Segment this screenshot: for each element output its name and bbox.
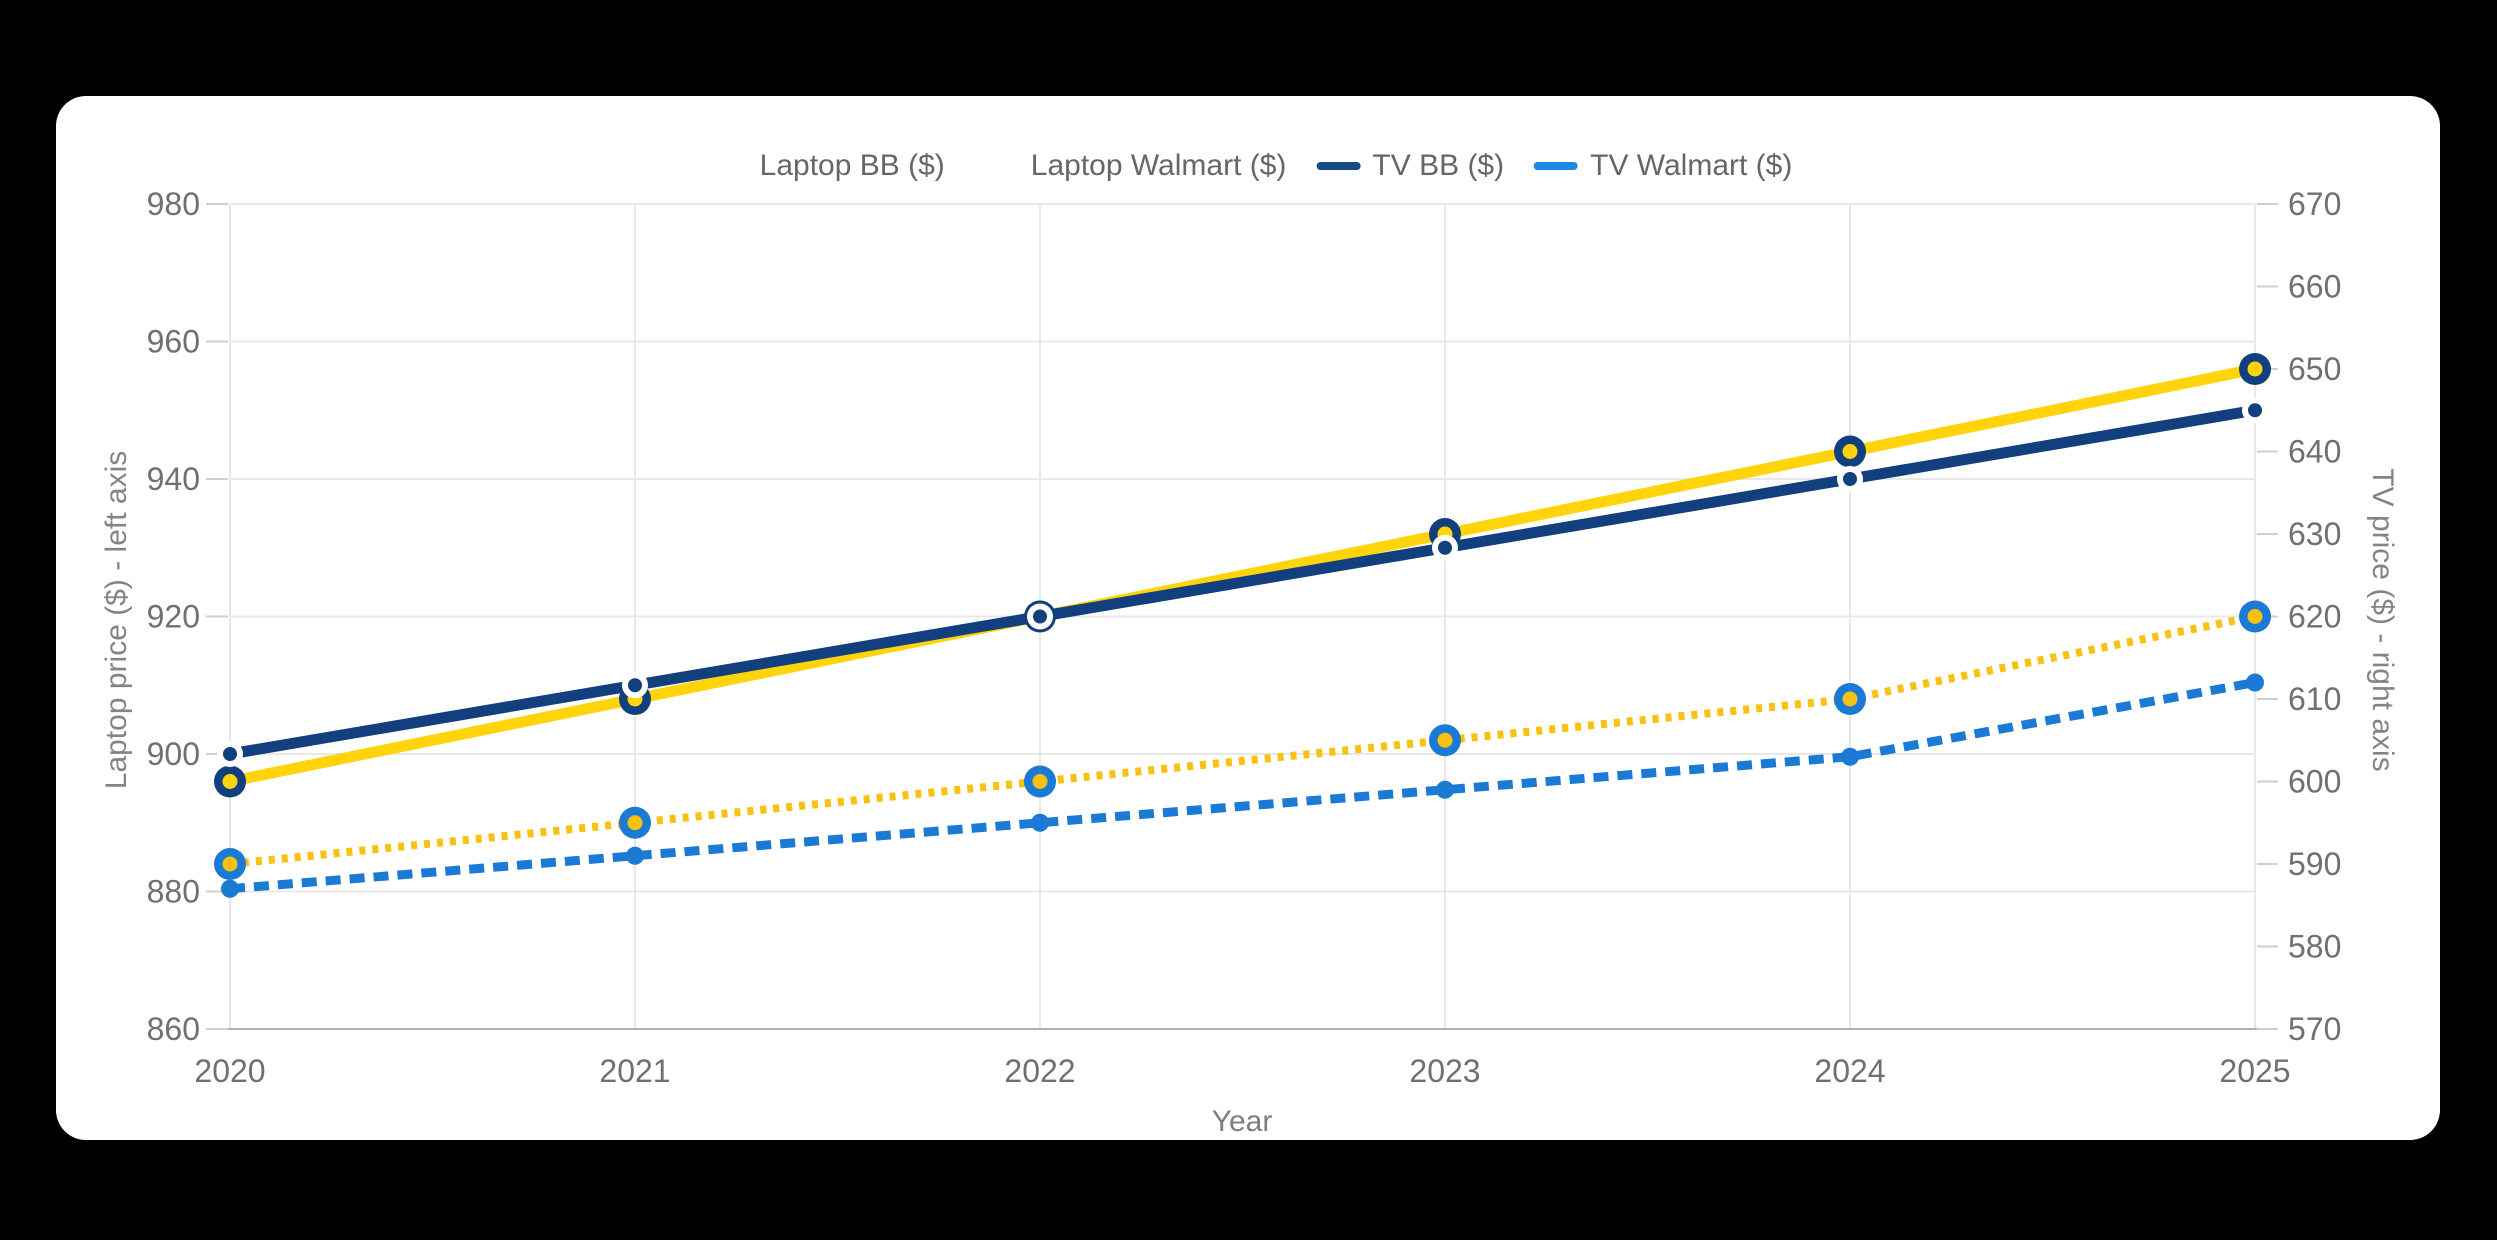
legend-item-1[interactable]: Laptop Walmart ($) — [975, 151, 1287, 181]
right-axis-tick-label: 570 — [2288, 1011, 2341, 1047]
legend-label: TV BB ($) — [1372, 149, 1505, 182]
x-axis-tick-label: 2023 — [1409, 1053, 1480, 1089]
legend-line-marker — [1534, 162, 1579, 170]
right-axis-tick-label: 670 — [2288, 186, 2341, 222]
data-point-marker — [1032, 774, 1048, 789]
right-axis-title: TV price ($) - right axis — [2366, 468, 2399, 772]
data-point-marker — [627, 815, 643, 831]
left-axis-tick-label: 900 — [147, 736, 200, 772]
right-axis-tick-label: 660 — [2288, 269, 2341, 305]
data-point-marker — [1842, 444, 1858, 459]
series-line-2 — [229, 612, 2256, 868]
right-axis-tick-label: 580 — [2288, 929, 2341, 965]
x-axis-tick-label: 2022 — [1004, 1053, 1075, 1089]
right-axis-tick-label: 610 — [2288, 681, 2341, 717]
legend-line-marker — [1316, 162, 1361, 170]
left-axis-tick-label: 960 — [147, 324, 200, 360]
left-axis-tick-label: 860 — [147, 1011, 200, 1047]
data-point-marker — [2248, 403, 2262, 418]
price-trend-line-chart: 980 960 940 920 900 880 860 670 660 650 640 630 620 6… — [147, 186, 2342, 1089]
legend-label: TV Walmart ($) — [1590, 149, 1793, 182]
data-point-marker — [222, 774, 238, 789]
series-line-1 — [228, 363, 2257, 787]
data-point-marker — [628, 678, 642, 693]
legend-item-3[interactable]: TV Walmart ($) — [1534, 151, 1792, 181]
left-axis-tick-label: 940 — [147, 461, 200, 497]
x-axis-tick-label: 2025 — [2219, 1053, 2290, 1089]
data-point-marker — [1438, 540, 1452, 555]
left-axis-tick-label: 920 — [147, 599, 200, 635]
left-axis-tick-label: 880 — [147, 874, 200, 910]
chart-card: 980 960 940 920 900 880 860 670 660 650 640 630 620 6… — [56, 96, 2440, 1140]
legend-label: Laptop BB ($) — [759, 149, 945, 182]
data-point-marker — [1031, 813, 1049, 832]
x-axis-tick-label: 2020 — [194, 1053, 265, 1089]
legend-item-0[interactable]: Laptop BB ($) — [704, 151, 945, 181]
data-point-marker — [2247, 609, 2263, 624]
right-axis-tick-label: 630 — [2288, 516, 2341, 552]
right-axis-tick-label: 640 — [2288, 434, 2341, 470]
data-point-marker — [222, 856, 238, 872]
data-point-marker — [1437, 732, 1453, 748]
right-axis-tick-label: 650 — [2288, 351, 2341, 387]
data-point-marker — [1033, 609, 1047, 624]
x-axis-tick-label: 2024 — [1814, 1053, 1885, 1089]
data-point-marker — [626, 846, 644, 865]
data-point-marker — [1842, 691, 1858, 707]
right-axis-tick-label: 590 — [2288, 846, 2341, 882]
data-point-marker — [1843, 472, 1857, 486]
right-axis-tick-label: 600 — [2288, 764, 2341, 800]
right-axis-tick-label: 620 — [2288, 599, 2341, 635]
x-axis-tick-label: 2021 — [599, 1053, 670, 1089]
series-line-0 — [229, 404, 2256, 760]
data-point-marker — [2247, 361, 2263, 377]
data-point-marker — [223, 747, 237, 761]
left-axis-tick-label: 980 — [147, 186, 200, 222]
legend-item-2[interactable]: TV BB ($) — [1316, 151, 1504, 181]
left-axis-title: Laptop price ($) - left axis — [100, 450, 133, 790]
data-point-marker — [221, 879, 239, 898]
data-point-marker — [1841, 747, 1859, 766]
legend-label: Laptop Walmart ($) — [1030, 149, 1287, 182]
series-line-3 — [229, 678, 2256, 894]
x-axis-title: Year — [1211, 1105, 1273, 1138]
chart-legend: Laptop BB ($) Laptop Walmart ($) TV BB ($)… — [704, 151, 1793, 181]
data-point-marker — [1436, 780, 1454, 799]
data-point-marker — [2246, 673, 2264, 692]
